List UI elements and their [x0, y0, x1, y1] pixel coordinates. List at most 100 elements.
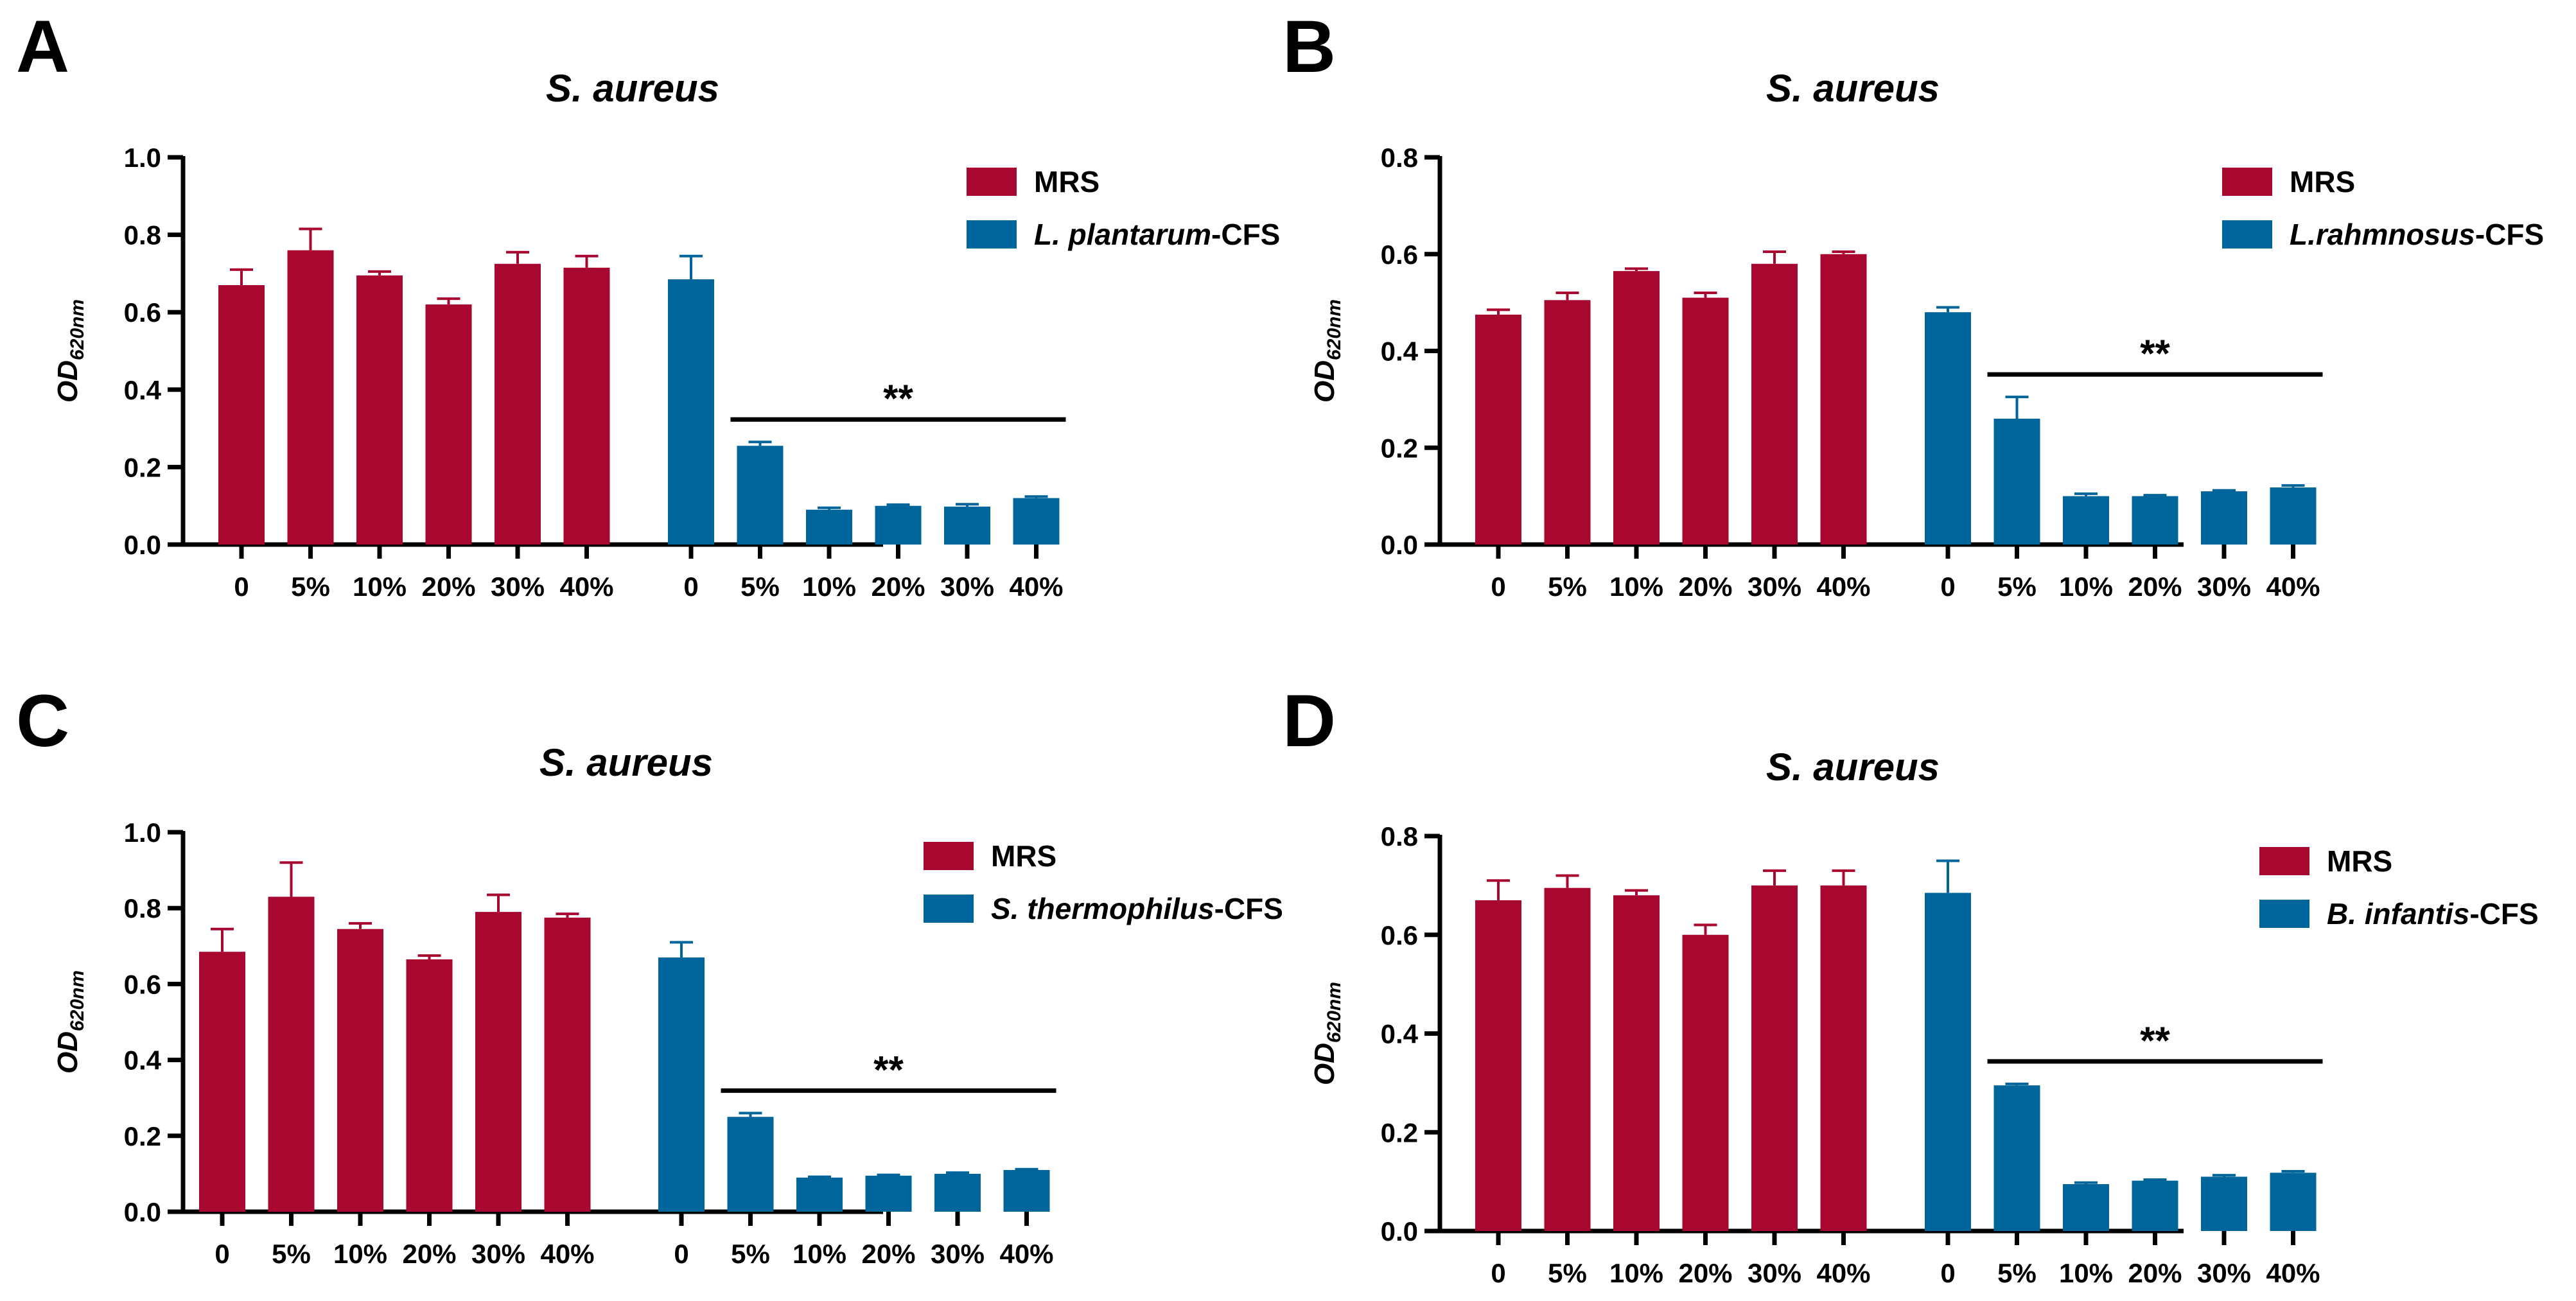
x-tick-label: 20%	[1678, 572, 1732, 602]
y-axis-label-subscript: 620nm	[1324, 982, 1345, 1043]
legend-swatch-cfs	[967, 220, 1017, 249]
panel-label: A	[16, 6, 69, 88]
x-tick-label: 5%	[1997, 1258, 2037, 1288]
bar	[806, 509, 852, 545]
legend-name: MRS	[1034, 165, 1100, 198]
bar	[495, 263, 541, 545]
bar	[544, 917, 591, 1212]
y-tick-label: 0.8	[124, 220, 161, 250]
y-tick-label: 0.6	[124, 969, 161, 999]
bar	[1751, 885, 1798, 1231]
y-axis-label: OD620nm	[52, 299, 88, 403]
y-tick-label: 0.0	[124, 530, 161, 560]
chart-title: S. aureus	[1766, 67, 1940, 110]
legend-label-cfs: S. thermophilus-CFS	[991, 892, 1283, 925]
panel-label: C	[16, 680, 69, 762]
bar	[2063, 496, 2109, 545]
bar	[1003, 1169, 1050, 1212]
x-tick-label: 0	[1491, 572, 1505, 602]
x-tick-label: 10%	[793, 1239, 846, 1269]
x-tick-label: 30%	[940, 572, 994, 602]
significance-marker: **	[2140, 1019, 2170, 1062]
bar	[425, 304, 472, 545]
bar	[1475, 900, 1521, 1231]
x-tick-label: 5%	[291, 572, 330, 602]
legend-name-suffix: -CFS	[1214, 892, 1283, 925]
y-tick-label: 0.4	[1381, 1019, 1419, 1049]
legend-swatch-mrs	[924, 842, 974, 870]
y-tick-label: 0.2	[124, 1121, 161, 1151]
x-tick-label: 0	[1940, 572, 1955, 602]
panel-label: D	[1283, 680, 1336, 762]
x-tick-label: 20%	[871, 572, 925, 602]
legend-swatch-mrs	[967, 168, 1017, 196]
bar	[727, 1117, 774, 1212]
y-tick-label: 0.8	[1381, 143, 1418, 173]
x-tick-label: 30%	[1748, 1258, 1801, 1288]
bar	[2201, 1176, 2247, 1231]
legend-swatch-cfs	[2259, 900, 2309, 928]
y-tick-label: 0.0	[1381, 530, 1418, 560]
bar	[934, 1173, 981, 1212]
x-tick-label: 5%	[1548, 572, 1587, 602]
bar	[475, 912, 521, 1212]
x-tick-label: 40%	[1816, 1258, 1870, 1288]
legend-name-italic: L. plantarum	[1034, 218, 1211, 251]
bar	[2270, 1173, 2317, 1231]
bar	[1682, 934, 1729, 1231]
y-tick-label: 0.2	[1381, 433, 1418, 463]
legend-label-cfs: L.rahmnosus-CFS	[2290, 218, 2544, 251]
y-axis-label-subscript: 620nm	[1324, 299, 1345, 360]
x-tick-label: 10%	[1609, 1258, 1663, 1288]
x-tick-label: 30%	[931, 1239, 985, 1269]
bar	[1751, 263, 1798, 545]
x-tick-label: 10%	[353, 572, 407, 602]
y-axis-label: OD620nm	[1309, 982, 1345, 1085]
y-tick-label: 0.6	[1381, 240, 1418, 270]
legend-label-mrs: MRS	[1034, 165, 1100, 198]
y-tick-label: 0.0	[124, 1197, 161, 1227]
legend-swatch-mrs	[2222, 168, 2272, 196]
bar	[1613, 271, 1660, 545]
y-axis-label-main: OD	[52, 1031, 83, 1074]
x-tick-label: 5%	[272, 1239, 311, 1269]
legend-swatch-cfs	[2222, 220, 2272, 249]
x-tick-label: 20%	[2128, 1258, 2182, 1288]
x-tick-label: 0	[215, 1239, 229, 1269]
bar	[944, 506, 990, 545]
y-tick-label: 0.8	[1381, 821, 1418, 851]
bar	[1925, 893, 1971, 1231]
y-tick-label: 0.6	[1381, 920, 1418, 950]
x-tick-label: 0	[1491, 1258, 1505, 1288]
y-tick-label: 0.8	[124, 893, 161, 923]
bar	[658, 957, 705, 1212]
bar	[1993, 1085, 2040, 1231]
significance-marker: **	[873, 1048, 904, 1091]
x-tick-label: 10%	[2059, 572, 2113, 602]
legend-label-mrs: MRS	[2327, 844, 2392, 878]
x-tick-label: 40%	[2266, 1258, 2320, 1288]
bar	[875, 505, 922, 545]
y-axis-label: OD620nm	[1309, 299, 1345, 403]
legend-name-italic: B. infantis	[2327, 897, 2469, 930]
bar	[1682, 297, 1729, 545]
x-tick-label: 30%	[1748, 572, 1801, 602]
y-axis-label-main: OD	[1309, 360, 1340, 403]
significance-marker: **	[2140, 332, 2170, 375]
x-tick-label: 0	[234, 572, 249, 602]
panel-b: B S. aureus OD620nm 0.0 0.2 0.4 0.6 0.8 0 5% 10% 20…	[1283, 6, 2544, 602]
x-tick-label: 5%	[1997, 572, 2037, 602]
bar	[268, 896, 315, 1212]
bar	[287, 250, 334, 545]
x-tick-label: 40%	[1816, 572, 1870, 602]
x-tick-label: 40%	[540, 1239, 594, 1269]
bar	[218, 284, 265, 545]
bar	[865, 1175, 912, 1212]
y-tick-label: 0.4	[1381, 336, 1419, 367]
x-tick-label: 20%	[861, 1239, 915, 1269]
x-tick-label: 5%	[740, 572, 780, 602]
x-tick-label: 20%	[402, 1239, 456, 1269]
x-tick-label: 30%	[491, 572, 545, 602]
legend-label-mrs: MRS	[991, 839, 1056, 873]
